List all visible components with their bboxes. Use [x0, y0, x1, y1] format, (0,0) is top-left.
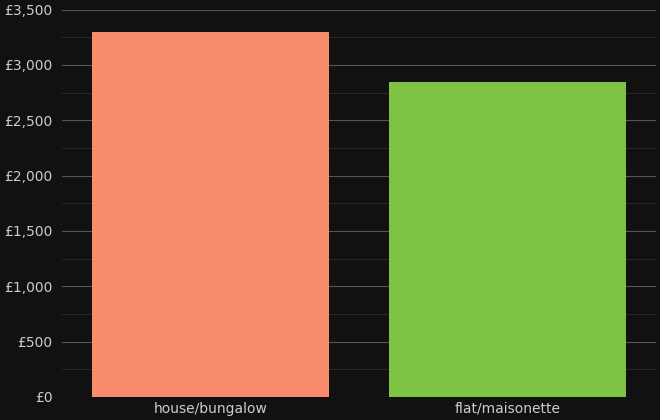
Bar [92, 32, 329, 397]
Bar [389, 81, 626, 397]
